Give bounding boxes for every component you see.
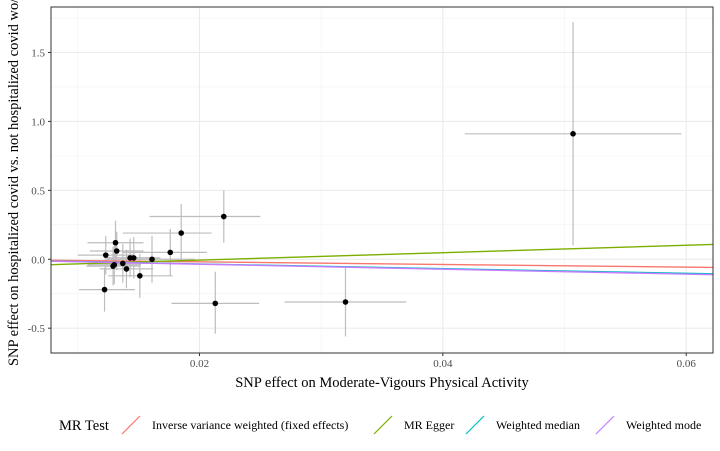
- data-point: [123, 266, 130, 272]
- data-point: [101, 286, 108, 293]
- data-point: [167, 249, 174, 256]
- plot-panel: [50, 6, 714, 354]
- legend-label: Weighted median: [496, 418, 580, 432]
- regression-line: [50, 243, 714, 266]
- data-point: [112, 239, 119, 246]
- data-point: [102, 252, 109, 258]
- regression-lines: [50, 243, 714, 276]
- data-point: [178, 230, 185, 236]
- x-tick-label: 0.04: [433, 358, 453, 370]
- x-axis-ticks: 0.02 0.04 0.06: [190, 353, 697, 370]
- y-axis-ticks: -0.5 0.0 0.5 1.0 1.5: [28, 47, 51, 335]
- data-point: [110, 263, 116, 269]
- x-tick-label: 0.02: [190, 358, 209, 370]
- y-axis-title: SNP effect on hospitalized covid vs. not…: [6, 0, 22, 366]
- legend-key-line: [121, 415, 141, 435]
- legend-key-line: [465, 415, 485, 435]
- y-tick-label: 1.0: [31, 116, 45, 128]
- legend-key-line: [373, 415, 393, 435]
- data-point: [212, 300, 219, 307]
- plot-border: [50, 6, 714, 354]
- data-point: [127, 255, 133, 261]
- legend: MR Test Inverse variance weighted (fixed…: [59, 412, 701, 438]
- data-points: [101, 131, 576, 307]
- data-point: [137, 273, 143, 279]
- y-tick-label: 1.5: [31, 47, 45, 59]
- y-tick-label: -0.5: [28, 323, 46, 335]
- legend-key-line: [595, 415, 615, 435]
- y-tick-label: 0.0: [31, 254, 45, 266]
- data-point: [119, 260, 126, 267]
- data-point: [113, 248, 120, 254]
- data-point: [342, 299, 349, 305]
- data-point: [221, 213, 227, 220]
- legend-label: Inverse variance weighted (fixed effects…: [152, 418, 348, 432]
- regression-line: [50, 260, 714, 276]
- data-point: [570, 131, 576, 137]
- y-tick-label: 0.5: [31, 185, 45, 197]
- data-point: [149, 256, 155, 263]
- x-tick-label: 0.06: [677, 358, 697, 370]
- legend-label: Weighted mode: [626, 418, 701, 432]
- legend-title: MR Test: [59, 418, 109, 434]
- gridlines: [51, 7, 713, 353]
- legend-label: MR Egger: [404, 418, 454, 432]
- x-axis-title: SNP effect on Moderate-Vigours Physical …: [235, 375, 529, 391]
